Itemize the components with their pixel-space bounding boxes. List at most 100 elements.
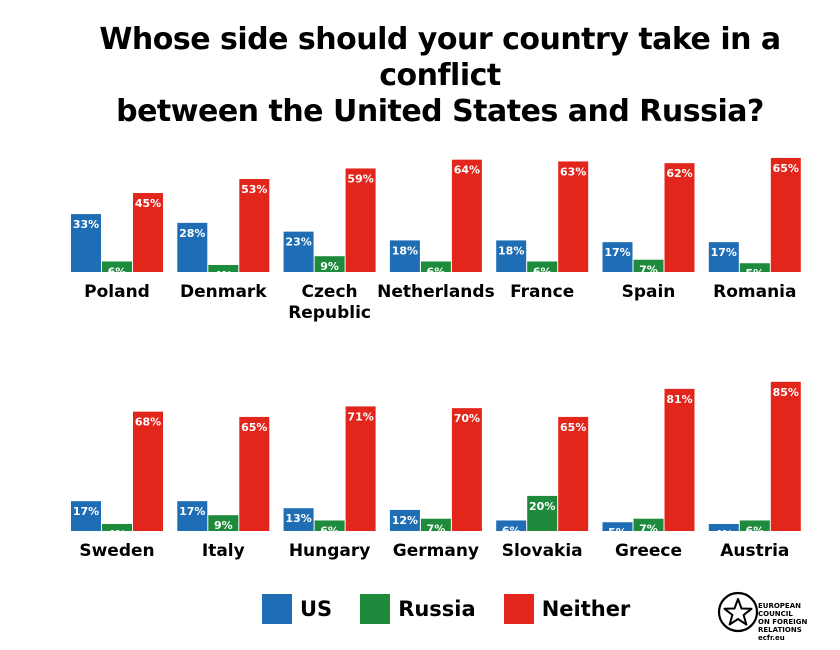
bar-chart: 33% 6% 45% Poland 28% 4% 53% Denmark 23% 9% 59% Cze… xyxy=(71,157,801,561)
bar-hungary-russia xyxy=(314,520,345,531)
bar-austria-neither xyxy=(770,381,801,531)
bar-romania-neither xyxy=(770,157,801,272)
bar-netherlands-us xyxy=(389,240,420,272)
data-label-poland-russia: 6% xyxy=(108,265,127,278)
data-label-sweden-neither: 68% xyxy=(135,416,161,429)
logo-line-3: ON FOREIGN xyxy=(758,618,808,626)
data-label-netherlands-neither: 64% xyxy=(454,164,480,177)
country-label-slovakia: Slovakia xyxy=(502,541,583,561)
country-label-france: France xyxy=(510,282,574,302)
data-label-greece-us: 5% xyxy=(608,526,627,539)
data-label-czech-republic-neither: 59% xyxy=(347,172,373,185)
country-label-greece: Greece xyxy=(615,541,682,561)
bar-slovakia-russia xyxy=(527,495,558,531)
country-label-czech-republic-line-2: Republic xyxy=(288,303,371,323)
logo-line-5: ecfr.eu xyxy=(758,634,785,642)
bar-italy-russia xyxy=(208,515,239,531)
bar-sweden-us xyxy=(71,501,101,531)
bar-denmark-russia xyxy=(208,264,239,272)
data-label-hungary-russia: 6% xyxy=(320,524,339,537)
legend-item-neither: Neither xyxy=(503,594,631,624)
data-label-france-neither: 63% xyxy=(560,165,586,178)
bar-spain-russia xyxy=(633,259,664,272)
bar-netherlands-neither xyxy=(451,159,482,272)
logo-line-4: RELATIONS xyxy=(758,626,802,634)
bar-sweden-neither xyxy=(133,411,163,531)
bar-france-neither xyxy=(558,161,589,272)
country-label-czech-republic: Czech xyxy=(302,282,358,302)
bar-poland-russia xyxy=(102,261,132,272)
logo-line-1: EUROPEAN xyxy=(758,602,801,610)
ecfr-logo: EUROPEAN COUNCIL ON FOREIGN RELATIONS ec… xyxy=(716,588,826,648)
data-label-france-us: 18% xyxy=(498,244,524,257)
data-label-spain-russia: 7% xyxy=(639,264,658,277)
bar-greece-russia xyxy=(633,518,664,531)
data-label-germany-russia: 7% xyxy=(427,523,446,536)
chart-title-line-1: Whose side should your country take in a… xyxy=(99,22,781,93)
data-label-austria-neither: 85% xyxy=(773,386,799,399)
data-label-romania-neither: 65% xyxy=(773,162,799,175)
legend-label-us: US xyxy=(300,597,333,621)
bar-austria-russia xyxy=(739,520,770,531)
bar-denmark-neither xyxy=(239,178,270,272)
country-label-italy: Italy xyxy=(202,541,245,561)
data-label-denmark-russia: 4% xyxy=(214,269,233,282)
country-label-romania: Romania xyxy=(713,282,796,302)
legend-label-russia: Russia xyxy=(398,597,476,621)
data-label-france-russia: 6% xyxy=(533,265,552,278)
bar-italy-neither xyxy=(239,416,270,531)
bar-france-russia xyxy=(527,261,558,272)
data-label-spain-neither: 62% xyxy=(666,167,692,180)
bar-spain-us xyxy=(602,242,633,272)
country-label-spain: Spain xyxy=(622,282,676,302)
data-label-italy-us: 17% xyxy=(179,505,205,518)
bar-france-us xyxy=(496,240,527,272)
bar-hungary-neither xyxy=(345,406,376,531)
bar-spain-neither xyxy=(664,163,695,272)
bar-denmark-us xyxy=(177,222,208,272)
data-label-romania-russia: 5% xyxy=(745,267,764,280)
bar-netherlands-russia xyxy=(420,261,451,272)
chart-title-line-2: between the United States and Russia? xyxy=(116,94,764,129)
bar-czech-republic-us xyxy=(283,231,314,272)
legend-item-russia: Russia xyxy=(360,594,476,624)
data-label-greece-neither: 81% xyxy=(666,393,692,406)
bar-germany-russia xyxy=(420,518,451,531)
data-label-netherlands-us: 18% xyxy=(392,244,418,257)
bar-poland-neither xyxy=(133,193,163,272)
country-label-sweden: Sweden xyxy=(79,541,154,561)
data-label-slovakia-russia: 20% xyxy=(529,500,555,513)
chart-title: Whose side should your country take in a… xyxy=(40,22,840,130)
data-label-czech-republic-us: 23% xyxy=(285,236,311,249)
legend-item-us: US xyxy=(262,594,332,624)
bar-romania-us xyxy=(708,242,739,272)
logo-line-2: COUNCIL xyxy=(758,610,793,618)
country-label-austria: Austria xyxy=(720,541,789,561)
data-label-slovakia-us: 6% xyxy=(502,524,521,537)
legend-label-neither: Neither xyxy=(541,597,631,621)
data-label-hungary-neither: 71% xyxy=(347,410,373,423)
data-label-italy-russia: 9% xyxy=(214,519,233,532)
bar-austria-us xyxy=(708,523,739,531)
country-label-germany: Germany xyxy=(393,541,479,561)
data-label-austria-us: 4% xyxy=(714,528,733,541)
data-label-sweden-russia: 4% xyxy=(108,528,127,541)
bar-slovakia-us xyxy=(496,520,527,531)
country-label-netherlands: Netherlands xyxy=(377,282,495,302)
data-label-poland-neither: 45% xyxy=(135,197,161,210)
data-label-denmark-us: 28% xyxy=(179,227,205,240)
bar-sweden-russia xyxy=(102,523,132,531)
data-label-germany-neither: 70% xyxy=(454,412,480,425)
data-label-italy-neither: 65% xyxy=(241,421,267,434)
star-in-circle-icon xyxy=(717,591,759,633)
bar-germany-neither xyxy=(451,408,482,531)
bar-greece-us xyxy=(602,522,633,531)
data-label-spain-us: 17% xyxy=(604,246,630,259)
country-label-poland: Poland xyxy=(84,282,150,302)
legend: US Russia Neither xyxy=(262,592,658,626)
bar-germany-us xyxy=(389,509,420,531)
country-label-hungary: Hungary xyxy=(289,541,371,561)
bar-romania-russia xyxy=(739,263,770,272)
data-label-czech-republic-russia: 9% xyxy=(320,260,339,273)
data-label-poland-us: 33% xyxy=(73,218,99,231)
